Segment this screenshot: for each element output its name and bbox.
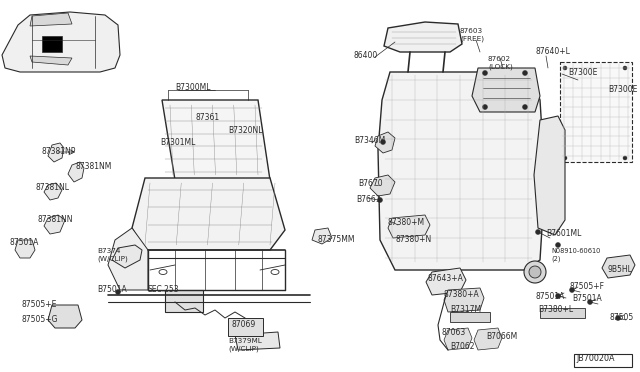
Text: B7501A: B7501A: [572, 294, 602, 303]
Text: 87505+E: 87505+E: [22, 300, 58, 309]
Text: B7346M: B7346M: [354, 136, 385, 145]
Ellipse shape: [623, 156, 627, 160]
Polygon shape: [474, 328, 502, 350]
Polygon shape: [44, 215, 65, 234]
Bar: [450, 312, 490, 322]
Polygon shape: [132, 178, 285, 250]
Ellipse shape: [522, 105, 527, 109]
Ellipse shape: [556, 243, 561, 247]
Bar: [228, 318, 263, 336]
Text: B7062: B7062: [450, 342, 474, 351]
Text: 87381NM: 87381NM: [75, 162, 111, 171]
Text: B7661: B7661: [356, 195, 381, 204]
Text: 87380+M: 87380+M: [388, 218, 425, 227]
Ellipse shape: [524, 261, 546, 283]
Polygon shape: [444, 328, 472, 350]
Polygon shape: [162, 100, 270, 180]
Text: B7320NL: B7320NL: [228, 126, 262, 135]
Text: 87505: 87505: [610, 313, 634, 322]
Text: 86400: 86400: [353, 51, 377, 60]
Ellipse shape: [529, 266, 541, 278]
Polygon shape: [370, 175, 395, 196]
Text: 87375MM: 87375MM: [318, 235, 355, 244]
Polygon shape: [472, 68, 540, 112]
Text: B7300E: B7300E: [608, 85, 637, 94]
Polygon shape: [534, 116, 565, 235]
Ellipse shape: [570, 288, 575, 292]
Polygon shape: [44, 183, 62, 200]
Text: 87380+N: 87380+N: [396, 235, 432, 244]
Polygon shape: [235, 332, 280, 350]
Text: B7379ML
(W/CLIP): B7379ML (W/CLIP): [228, 338, 262, 352]
Polygon shape: [48, 305, 82, 328]
Text: B7380+L: B7380+L: [538, 305, 573, 314]
Text: 87381NN: 87381NN: [38, 215, 74, 224]
Text: 9B5HL: 9B5HL: [608, 265, 633, 274]
Text: N08910-60610
(2): N08910-60610 (2): [551, 248, 600, 262]
Polygon shape: [2, 12, 120, 72]
Ellipse shape: [115, 289, 120, 295]
Text: B7670: B7670: [358, 179, 383, 188]
Text: JB70020A: JB70020A: [576, 354, 614, 363]
Ellipse shape: [381, 140, 385, 144]
Polygon shape: [375, 132, 395, 153]
Text: B7374
(W/CLIP): B7374 (W/CLIP): [97, 248, 128, 262]
Text: B7301ML: B7301ML: [160, 138, 195, 147]
Polygon shape: [444, 288, 484, 312]
Text: 87381NL: 87381NL: [35, 183, 69, 192]
Ellipse shape: [22, 241, 28, 247]
Text: B7501A: B7501A: [97, 285, 127, 294]
Bar: [42, 36, 62, 52]
Ellipse shape: [588, 299, 593, 305]
Bar: [560, 62, 632, 162]
Text: 87501A: 87501A: [10, 238, 40, 247]
Text: B7066M: B7066M: [486, 332, 517, 341]
Text: 87501A: 87501A: [536, 292, 565, 301]
Bar: [540, 308, 585, 318]
Text: SEC.253: SEC.253: [148, 285, 180, 294]
Ellipse shape: [522, 71, 527, 76]
Text: 87603
(FREE): 87603 (FREE): [460, 28, 484, 42]
Polygon shape: [312, 228, 332, 244]
Ellipse shape: [623, 66, 627, 70]
Text: 87643+A: 87643+A: [428, 274, 464, 283]
Text: B7601ML: B7601ML: [546, 229, 581, 238]
Text: 87361: 87361: [196, 113, 220, 122]
Polygon shape: [68, 162, 84, 182]
Ellipse shape: [536, 230, 541, 234]
Text: 87602
(LOCK): 87602 (LOCK): [488, 56, 513, 70]
Text: 87505+F: 87505+F: [570, 282, 605, 291]
Bar: [165, 290, 203, 312]
Polygon shape: [30, 13, 72, 26]
Ellipse shape: [556, 294, 561, 298]
Ellipse shape: [563, 66, 567, 70]
Text: 87505+G: 87505+G: [22, 315, 58, 324]
Polygon shape: [108, 228, 148, 290]
Text: 87640+L: 87640+L: [536, 47, 571, 56]
Text: 87381NP: 87381NP: [42, 147, 76, 156]
Polygon shape: [15, 240, 35, 258]
Text: B7317M: B7317M: [450, 305, 481, 314]
Polygon shape: [602, 255, 635, 278]
Text: 87063: 87063: [441, 328, 465, 337]
Text: B7300E: B7300E: [568, 68, 597, 77]
Polygon shape: [48, 143, 64, 162]
Ellipse shape: [378, 198, 383, 202]
Ellipse shape: [616, 315, 621, 321]
Polygon shape: [388, 215, 430, 238]
Polygon shape: [384, 22, 462, 52]
Polygon shape: [30, 56, 72, 65]
Ellipse shape: [483, 105, 488, 109]
Text: 87069: 87069: [232, 320, 256, 329]
Bar: [574, 354, 632, 367]
Polygon shape: [378, 72, 545, 270]
Polygon shape: [426, 268, 466, 295]
Ellipse shape: [483, 71, 488, 76]
Polygon shape: [112, 245, 142, 268]
Text: B7300ML: B7300ML: [175, 83, 211, 92]
Text: 87380+A: 87380+A: [443, 290, 479, 299]
Ellipse shape: [563, 156, 567, 160]
